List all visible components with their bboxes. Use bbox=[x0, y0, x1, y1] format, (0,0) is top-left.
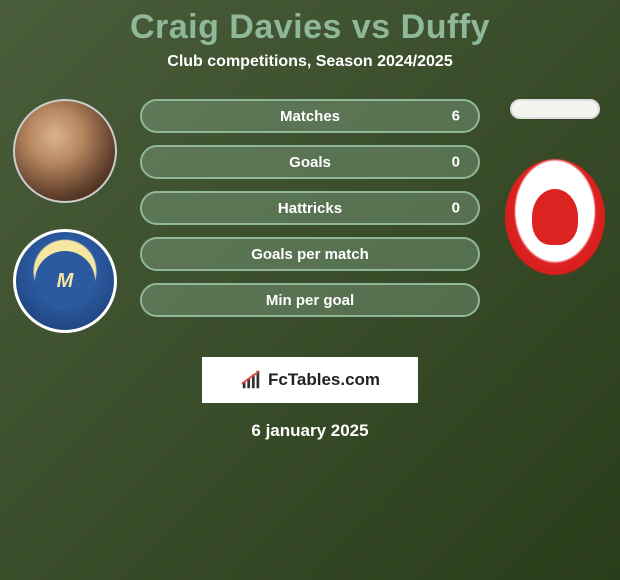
stats-column: Matches 6 Goals 0 Hattricks 0 Goals per … bbox=[140, 99, 480, 317]
stat-label: Min per goal bbox=[266, 292, 354, 309]
comparison-subtitle: Club competitions, Season 2024/2025 bbox=[0, 53, 620, 71]
main-row: M Matches 6 Goals 0 Hattricks 0 Goals pe… bbox=[0, 99, 620, 333]
stat-value-right: 6 bbox=[452, 108, 460, 125]
comparison-date: 6 january 2025 bbox=[0, 421, 620, 441]
right-player-column bbox=[500, 99, 610, 275]
stat-row-goals-per-match: Goals per match bbox=[140, 237, 480, 271]
comparison-title: Craig Davies vs Duffy bbox=[0, 8, 620, 47]
player-right-club-logo bbox=[505, 159, 605, 275]
stat-label: Matches bbox=[280, 108, 340, 125]
left-player-column: M bbox=[10, 99, 120, 333]
fctables-watermark: FcTables.com bbox=[202, 357, 418, 403]
stat-row-goals: Goals 0 bbox=[140, 145, 480, 179]
player-right-photo bbox=[510, 99, 600, 119]
stat-label: Hattricks bbox=[278, 200, 342, 217]
stat-label: Goals per match bbox=[251, 246, 369, 263]
player-left-photo bbox=[13, 99, 117, 203]
club-left-initial: M bbox=[35, 251, 95, 311]
stat-row-matches: Matches 6 bbox=[140, 99, 480, 133]
stat-label: Goals bbox=[289, 154, 331, 171]
stat-value-right: 0 bbox=[452, 154, 460, 171]
fctables-label: FcTables.com bbox=[268, 370, 380, 390]
club-right-mascot-icon bbox=[532, 189, 578, 245]
stat-row-hattricks: Hattricks 0 bbox=[140, 191, 480, 225]
bar-chart-icon bbox=[240, 369, 262, 391]
player-left-club-logo: M bbox=[13, 229, 117, 333]
stat-value-right: 0 bbox=[452, 200, 460, 217]
stat-row-min-per-goal: Min per goal bbox=[140, 283, 480, 317]
